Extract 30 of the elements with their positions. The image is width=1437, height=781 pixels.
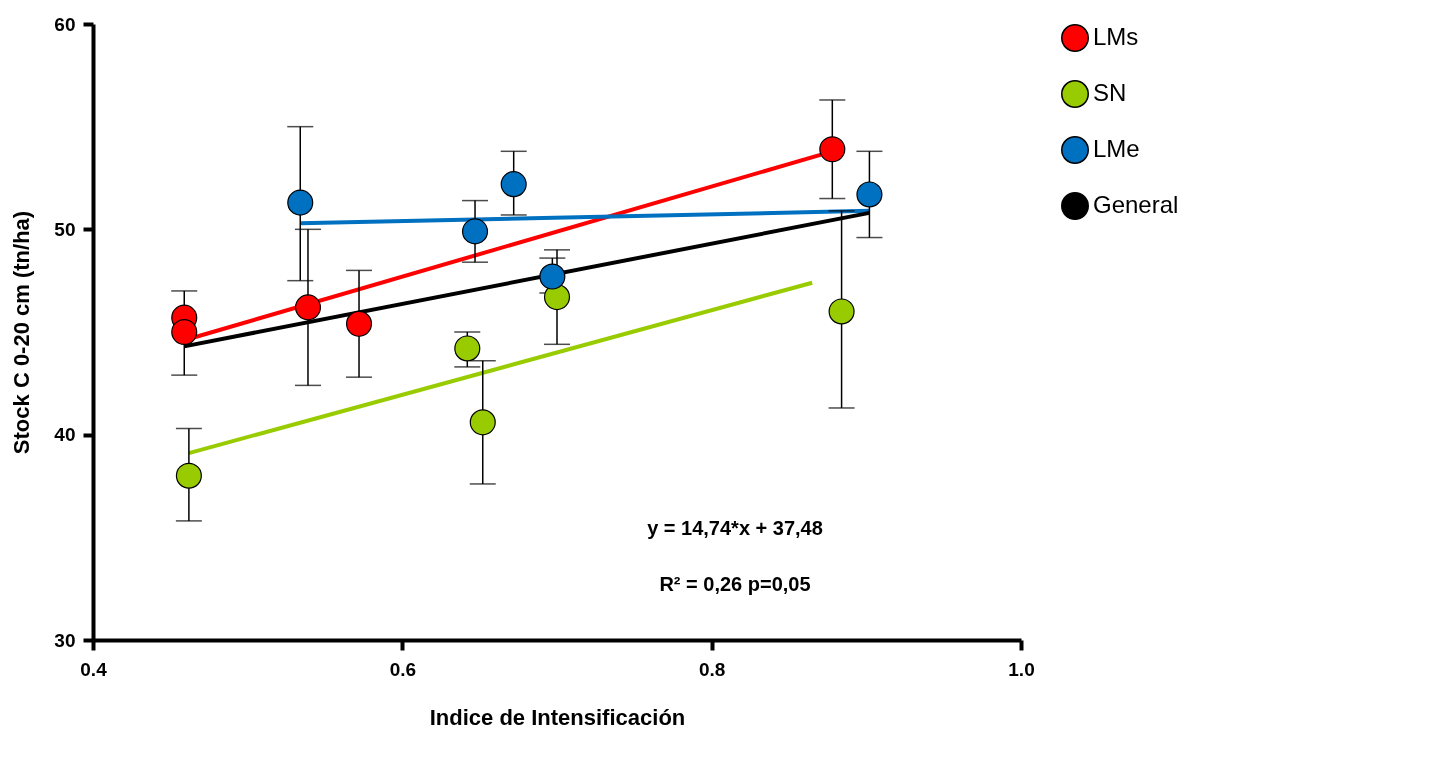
point <box>461 218 489 245</box>
point <box>287 189 314 216</box>
y-tick-label: 50 <box>54 218 76 240</box>
point <box>175 462 202 489</box>
point <box>294 294 322 321</box>
legend-label: SN <box>1093 79 1127 106</box>
legend-label: LMs <box>1093 23 1139 50</box>
point <box>856 181 883 208</box>
y-axis-title: Stock C 0-20 cm (tn/ha) <box>9 210 35 455</box>
point <box>828 298 855 325</box>
y-tick-label: 40 <box>54 424 76 446</box>
point <box>469 409 496 436</box>
point <box>171 318 198 346</box>
point <box>500 171 527 198</box>
y-tick-label: 30 <box>54 629 76 651</box>
point <box>539 263 566 290</box>
point <box>543 284 571 311</box>
x-axis-title: Indice de Intensificación <box>429 704 686 730</box>
x-tick-label: 0.4 <box>80 658 108 680</box>
x-tick-label: 1.0 <box>1008 658 1035 680</box>
point <box>454 335 481 362</box>
legend-label: General <box>1093 191 1179 218</box>
annotation: R² = 0,26 p=0,05 <box>659 573 811 595</box>
x-tick-label: 0.6 <box>389 658 417 680</box>
x-tick-label: 0.8 <box>698 658 726 680</box>
y-tick-label: 60 <box>54 13 76 35</box>
point <box>819 136 846 163</box>
annotation: y = 14,74*x + 37,48 <box>647 517 823 539</box>
legend-label: LMe <box>1093 135 1140 162</box>
point <box>345 310 373 337</box>
